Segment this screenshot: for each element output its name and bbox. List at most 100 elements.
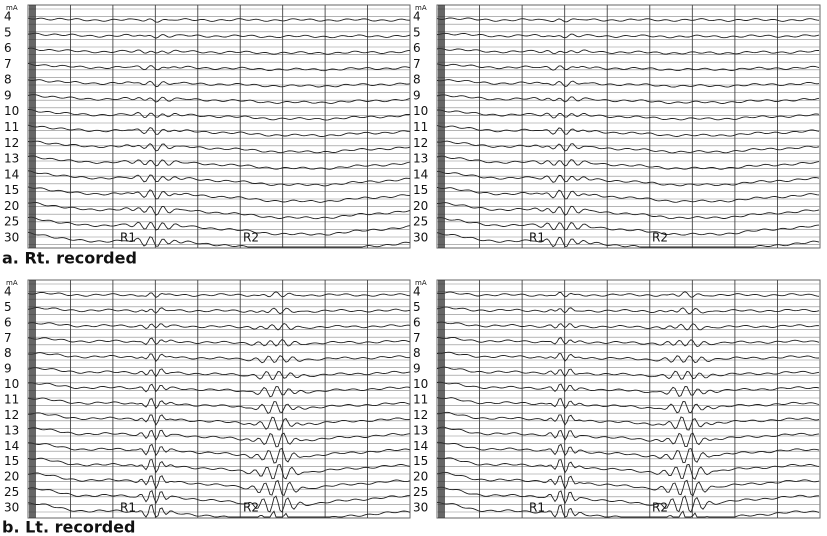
- level-label: 5: [4, 25, 12, 39]
- trace: [436, 501, 820, 518]
- level-label: 9: [413, 88, 421, 102]
- level-label: 15: [4, 454, 19, 468]
- trace: [437, 441, 820, 464]
- marker-label: R1: [120, 231, 136, 245]
- stimulus-artifact: [438, 280, 445, 518]
- trace: [27, 382, 411, 398]
- trace: [436, 125, 820, 137]
- level-label: 13: [413, 152, 428, 166]
- level-label: 25: [4, 485, 19, 499]
- level-label: 8: [4, 73, 12, 87]
- trace: [436, 321, 820, 331]
- unit-label: mA: [6, 279, 18, 287]
- level-label: 25: [413, 485, 428, 499]
- trace: [27, 32, 411, 39]
- level-label: 8: [413, 346, 421, 360]
- level-label: 4: [4, 10, 12, 24]
- trace: [436, 217, 820, 236]
- level-label: 14: [413, 439, 428, 453]
- level-label: 30: [413, 501, 428, 515]
- stimulus-artifact: [438, 5, 445, 248]
- level-label: 9: [4, 362, 12, 376]
- trace: [27, 17, 410, 23]
- trace: [436, 306, 820, 315]
- panel-frame: [27, 279, 411, 519]
- level-label: 12: [4, 408, 19, 422]
- level-label: 12: [413, 408, 428, 422]
- panel-frame: [27, 4, 411, 249]
- trace: [436, 471, 820, 497]
- trace: [436, 17, 820, 23]
- level-label: 25: [4, 215, 19, 229]
- trace: [436, 140, 820, 154]
- marker-label: R2: [652, 231, 668, 245]
- level-label: 14: [4, 439, 19, 453]
- trace: [27, 186, 410, 203]
- level-label: 5: [4, 300, 12, 314]
- level-label: 7: [413, 57, 421, 71]
- trace: [27, 216, 411, 236]
- trace: [28, 442, 411, 464]
- level-label: 30: [4, 501, 19, 515]
- trace: [27, 427, 411, 448]
- unit-label: mA: [415, 279, 427, 287]
- marker-label: R2: [243, 501, 259, 515]
- level-label: 20: [4, 199, 19, 213]
- level-label: 11: [4, 120, 19, 134]
- trace: [27, 457, 411, 480]
- trace: [436, 202, 820, 220]
- trace: [27, 502, 411, 518]
- trace: [436, 109, 820, 121]
- trace: [436, 170, 820, 187]
- trace: [437, 411, 820, 431]
- level-label: 13: [4, 152, 19, 166]
- level-label: 11: [413, 393, 428, 407]
- unit-label: mA: [415, 4, 427, 12]
- level-label: 7: [413, 331, 421, 345]
- trace: [436, 232, 820, 248]
- level-label: 6: [413, 41, 421, 55]
- level-label: 5: [413, 300, 421, 314]
- level-label: 8: [413, 73, 421, 87]
- level-label: 10: [4, 104, 19, 118]
- trace: [27, 62, 411, 72]
- panel-frame: [436, 279, 821, 519]
- level-label: 15: [413, 183, 428, 197]
- level-label: 5: [413, 25, 421, 39]
- marker-label: R2: [652, 501, 668, 515]
- level-label: 12: [4, 136, 19, 150]
- trace: [27, 307, 411, 315]
- trace: [27, 337, 411, 347]
- stimulus-artifact: [29, 280, 36, 518]
- level-label: 8: [4, 346, 12, 360]
- level-label: 4: [413, 285, 421, 299]
- trace: [436, 48, 820, 55]
- level-label: 20: [413, 199, 428, 213]
- level-label: 6: [4, 41, 12, 55]
- caption: a. Rt. recorded: [2, 249, 137, 268]
- trace: [27, 155, 411, 170]
- level-label: 13: [4, 423, 19, 437]
- trace: [27, 170, 411, 187]
- trace: [436, 351, 820, 364]
- stimulus-artifact: [29, 5, 36, 248]
- trace: [27, 124, 411, 137]
- level-label: 4: [413, 10, 421, 24]
- trace: [436, 186, 820, 203]
- trace: [436, 366, 820, 380]
- level-label: 12: [413, 136, 428, 150]
- level-label: 15: [413, 454, 428, 468]
- trace: [436, 381, 820, 397]
- marker-label: R1: [120, 501, 136, 515]
- level-label: 25: [413, 215, 428, 229]
- trace: [436, 397, 820, 414]
- unit-label: mA: [6, 4, 18, 12]
- level-label: 20: [413, 470, 428, 484]
- level-label: 9: [4, 88, 12, 102]
- level-label: 11: [413, 120, 428, 134]
- level-label: 15: [4, 183, 19, 197]
- trace: [436, 457, 820, 480]
